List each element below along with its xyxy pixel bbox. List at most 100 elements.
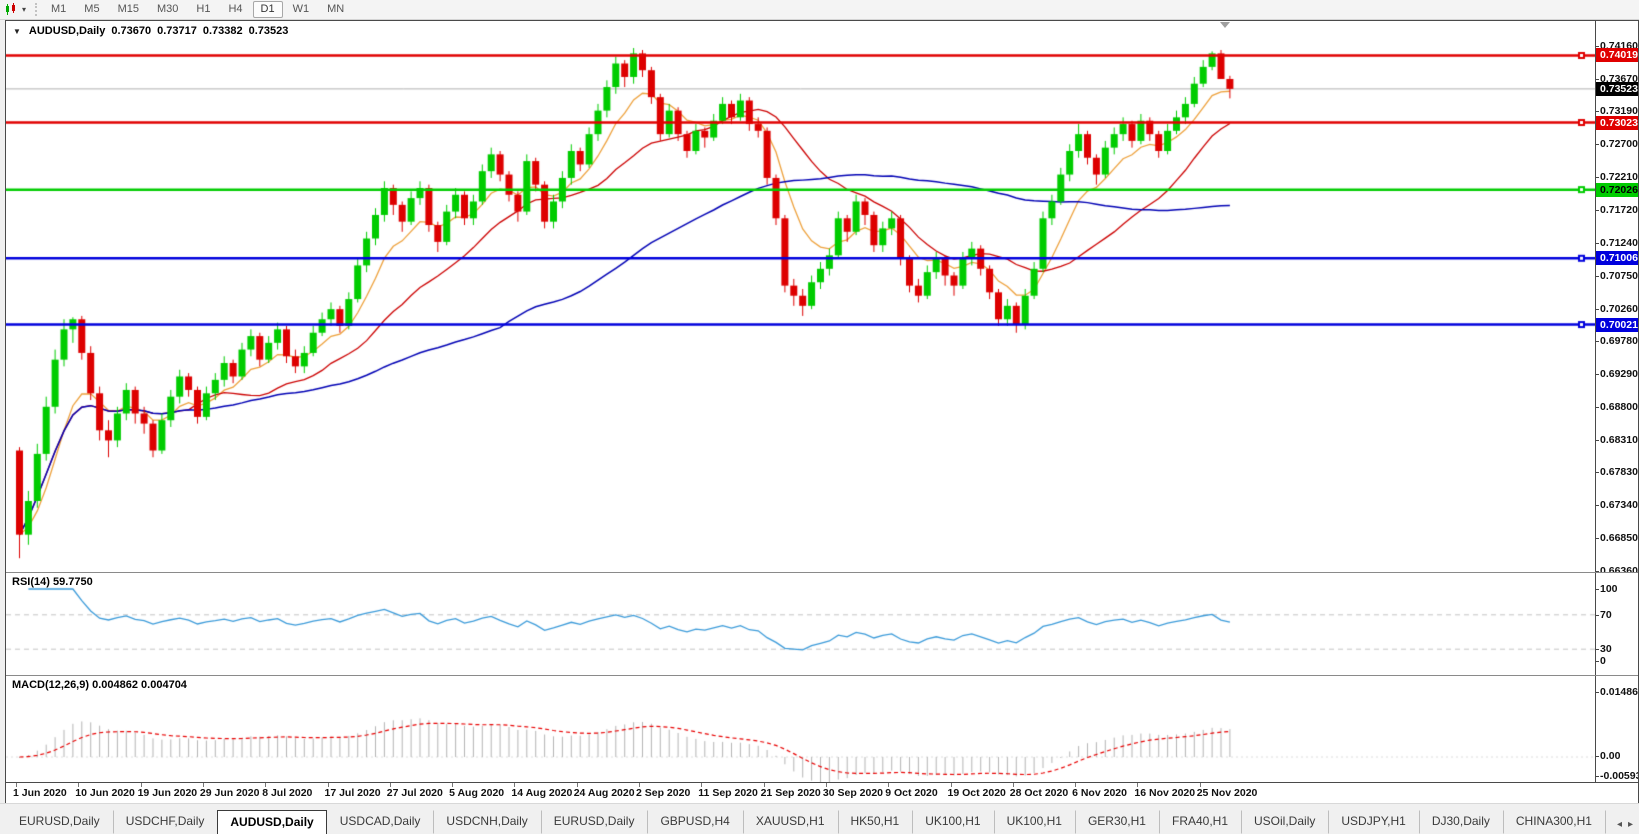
ohlc-high: 0.73717 (157, 25, 197, 37)
price-tick-label: 0.73190 (1596, 105, 1638, 118)
date-label: 25 Nov 2020 (1196, 787, 1258, 799)
price-tick-label: 0.71240 (1596, 236, 1638, 249)
date-label: 30 Sep 2020 (822, 787, 884, 799)
date-label: 9 Oct 2020 (885, 787, 938, 799)
date-tick (825, 783, 827, 787)
main-price-pane: ▼ AUDUSD,Daily 0.73670 0.73717 0.73382 0… (6, 21, 1638, 572)
chart-tabs: EURUSD,Daily USDCHF,Daily AUDUSD,Daily USDC… (6, 810, 1615, 834)
date-label: 17 Jul 2020 (324, 787, 381, 799)
tab-uk100-h1[interactable]: UK100,H1 (912, 810, 993, 834)
tab-eurusd-daily[interactable]: EURUSD,Daily (540, 810, 648, 834)
price-tick-label: 0.66850 (1596, 532, 1638, 545)
tab-china300-h1[interactable]: CHINA300,H1 (1502, 810, 1605, 834)
tab-ger30-h1[interactable]: GER30,H1 (1074, 810, 1159, 834)
chart-dropdown-icon[interactable]: ▼ (13, 26, 21, 36)
price-tick-label: 0.69290 (1596, 367, 1638, 380)
chart-window: ▼ AUDUSD,Daily 0.73670 0.73717 0.73382 0… (5, 20, 1639, 806)
date-label: 24 Aug 2020 (573, 787, 635, 799)
date-label: 28 Oct 2020 (1009, 787, 1069, 799)
tab-xauusd-h1[interactable]: XAUUSD,H1 (742, 810, 838, 834)
date-tick (265, 783, 267, 787)
date-label: 19 Oct 2020 (947, 787, 1006, 799)
tab-eurusd-daily[interactable]: EURUSD,Daily (19, 814, 100, 828)
tab-gbpusd-h4[interactable]: GBPUSD,H4 (647, 810, 742, 834)
date-label: 19 Jun 2020 (137, 787, 198, 799)
date-axis: 1 Jun 2020 10 Jun 2020 19 Jun 2020 29 Jun 2… (6, 782, 1638, 804)
current-price-badge: 0.73523 (1596, 81, 1638, 96)
tab-usoil-daily[interactable]: USOil,Daily (1241, 810, 1328, 834)
ohlc-close: 0.73523 (248, 25, 289, 37)
tab-scroll-arrows: ◂ ▸ (1615, 819, 1639, 834)
rsi-pane: RSI(14) 59.7750 100 70 30 0 (6, 572, 1638, 675)
price-tick-label: 0.70260 (1596, 302, 1638, 315)
date-tick (701, 783, 703, 787)
tab-dj30-daily[interactable]: DJ30,Daily (1418, 810, 1503, 834)
chevron-down-icon: ▾ (22, 5, 27, 14)
tab-usdchf-daily[interactable]: USDCHF,Daily (112, 810, 218, 834)
tab-usdjpy-h1[interactable]: USDJPY,H1 (1328, 810, 1418, 834)
date-tick (1012, 783, 1014, 787)
rsi-axis: 100 70 30 0 (1595, 573, 1638, 675)
timeframe-button-h4[interactable]: H4 (228, 3, 243, 15)
tab-uk100-h1[interactable]: UK100,H1 (993, 810, 1075, 834)
tab-usdcad-daily[interactable]: USDCAD,Daily (339, 814, 421, 828)
timeframe-button-m5[interactable]: M5 (84, 3, 100, 15)
tab-fra40-h1[interactable]: FRA40,H1 (1158, 810, 1241, 834)
date-label: 10 Jun 2020 (75, 787, 135, 799)
rsi-canvas[interactable] (6, 573, 1595, 675)
date-label: 21 Sep 2020 (760, 787, 821, 799)
tab-usoil-h1[interactable]: USOil,H1 (1604, 810, 1615, 834)
date-tick (78, 783, 80, 787)
date-tick (202, 783, 204, 787)
date-label: 6 Nov 2020 (1072, 787, 1127, 799)
tab-scroll-left-icon[interactable]: ◂ (1616, 819, 1622, 830)
price-tick-label: 0.68800 (1596, 400, 1638, 413)
main-chart-canvas[interactable] (6, 21, 1595, 572)
date-tick (576, 783, 578, 787)
macd-axis: 0.014861 0.00 -0.005938 (1595, 676, 1638, 782)
price-axis: 0.74160 0.73670 0.73190 0.72700 0.72210 0.717… (1595, 21, 1638, 572)
price-tick-label: 0.67830 (1596, 466, 1638, 479)
rsi-tick-label: 100 (1596, 583, 1618, 595)
timeframe-button-m15[interactable]: M15 (117, 3, 139, 15)
level-price-badge: 0.74019 (1596, 48, 1638, 63)
date-tick (140, 783, 142, 787)
chart-type-button[interactable]: ▾ (0, 3, 30, 16)
timeframe-button-h1[interactable]: H1 (196, 3, 211, 15)
macd-canvas[interactable] (6, 676, 1595, 782)
date-label: 16 Nov 2020 (1134, 787, 1196, 799)
rsi-tick-label: 30 (1596, 643, 1612, 656)
date-label: 14 Aug 2020 (511, 787, 573, 799)
level-price-badge: 0.73023 (1596, 115, 1638, 130)
timeframe-button-m30[interactable]: M30 (156, 3, 179, 15)
candlestick-chart-icon (6, 3, 15, 15)
macd-tick-label: -0.005938 (1596, 770, 1638, 782)
timeframe-button-mn[interactable]: MN (327, 3, 345, 15)
rsi-tick-label: 70 (1596, 608, 1612, 621)
date-tick (327, 783, 329, 787)
tab-scroll-right-icon[interactable]: ▸ (1627, 819, 1633, 830)
price-tick-label: 0.71720 (1596, 204, 1638, 217)
timeframe-button-d1[interactable]: D1 (252, 1, 283, 18)
date-tick (16, 783, 17, 787)
tab-audusd-daily[interactable]: AUDUSD,Daily (217, 810, 327, 834)
date-tick (1137, 783, 1139, 787)
date-label: 1 Jun 2020 (13, 787, 67, 799)
tab-usdcnh-daily[interactable]: USDCNH,Daily (433, 810, 540, 834)
price-tick-label: 0.72700 (1596, 138, 1638, 151)
ohlc-low: 0.73382 (202, 25, 243, 37)
chart-tab-bar: EURUSD,Daily USDCHF,Daily AUDUSD,Daily USDC… (0, 803, 1639, 834)
macd-tick-label: 0.014861 (1596, 686, 1638, 699)
timeframe-buttons: M1 M5 M15 M30 H1 H4 D1 W1 MN (42, 1, 353, 18)
symbol-period-label: AUDUSD,Daily (28, 25, 106, 37)
chart-shift-marker[interactable] (1220, 22, 1230, 28)
level-price-badge: 0.70021 (1596, 317, 1638, 332)
level-price-badge: 0.72026 (1596, 182, 1638, 197)
tab-hk50-h1[interactable]: HK50,H1 (837, 810, 913, 834)
timeframe-button-m1[interactable]: M1 (51, 3, 67, 15)
date-label: 27 Jul 2020 (386, 787, 443, 799)
timeframe-button-w1[interactable]: W1 (292, 3, 310, 15)
date-tick (1199, 783, 1201, 787)
date-tick (1075, 783, 1077, 787)
